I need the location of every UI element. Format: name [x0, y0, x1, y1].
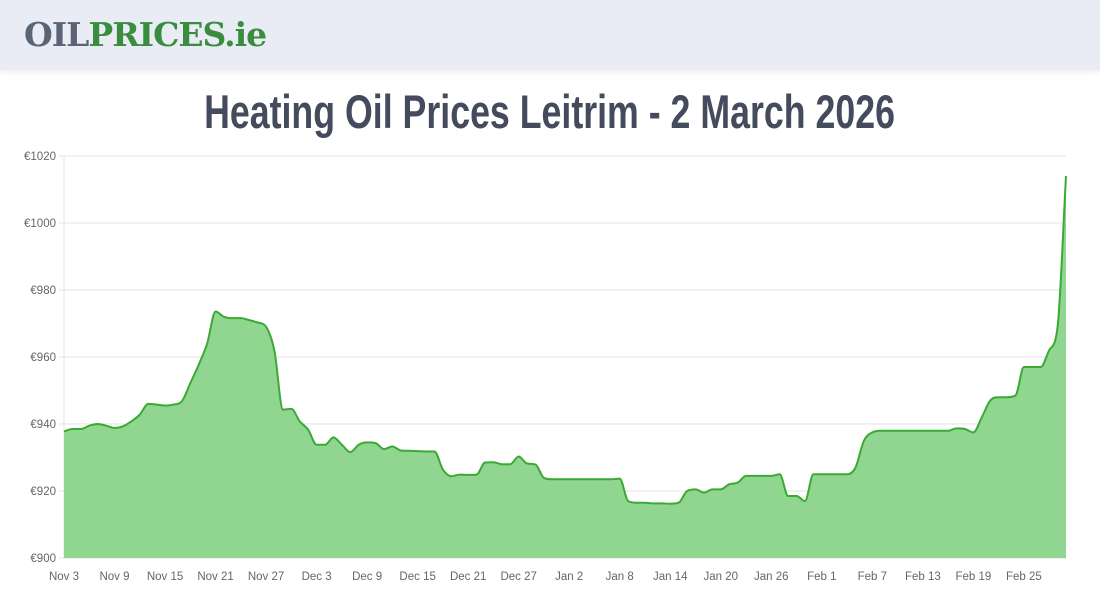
- x-tick-label: Dec 27: [500, 571, 536, 583]
- x-axis-ticks: Nov 3 Nov 9 Nov 15 Nov 21 Nov 27 Dec 3 Dec 9 De…: [49, 571, 1042, 583]
- y-tick-label: €1020: [24, 151, 56, 163]
- x-tick-label: Nov 21: [197, 571, 233, 583]
- y-tick-label: €1000: [24, 218, 56, 230]
- x-tick-label: Nov 3: [49, 571, 79, 583]
- y-tick-label: €980: [30, 285, 56, 297]
- x-tick-label: Jan 14: [653, 571, 688, 583]
- x-tick-label: Feb 1: [807, 571, 836, 583]
- y-tick-label: €940: [30, 419, 56, 431]
- page-title: Heating Oil Prices Leitrim - 2 March 202…: [0, 84, 1100, 139]
- x-tick-label: Dec 15: [399, 571, 435, 583]
- x-tick-label: Feb 7: [858, 571, 887, 583]
- x-tick-label: Jan 26: [754, 571, 789, 583]
- x-tick-label: Feb 25: [1006, 571, 1042, 583]
- y-tick-label: €920: [30, 486, 56, 498]
- x-tick-label: Jan 8: [606, 571, 634, 583]
- x-tick-label: Dec 21: [450, 571, 486, 583]
- logo-prices: PRICES.ie: [88, 15, 267, 54]
- x-tick-label: Jan 2: [555, 571, 583, 583]
- page-title-text: Heating Oil Prices Leitrim - 2 March 202…: [204, 85, 896, 138]
- x-tick-label: Nov 15: [147, 571, 183, 583]
- y-tick-label: €960: [30, 352, 56, 364]
- x-tick-label: Dec 9: [352, 571, 382, 583]
- site-header: OILPRICES.ie: [0, 0, 1100, 70]
- x-tick-label: Nov 9: [99, 571, 129, 583]
- y-tick-label: €900: [30, 553, 56, 565]
- site-logo[interactable]: OILPRICES.ie: [24, 15, 267, 54]
- x-tick-label: Nov 27: [248, 571, 284, 583]
- logo-oil: OIL: [24, 15, 89, 54]
- x-tick-label: Feb 19: [955, 571, 991, 583]
- x-tick-label: Jan 20: [704, 571, 739, 583]
- data-points: [63, 176, 1067, 504]
- y-axis-ticks: €900 €920 €940 €960 €980 €1000 €1020: [24, 151, 56, 565]
- x-tick-label: Feb 13: [905, 571, 941, 583]
- price-area: [64, 176, 1066, 558]
- x-tick-label: Dec 3: [302, 571, 332, 583]
